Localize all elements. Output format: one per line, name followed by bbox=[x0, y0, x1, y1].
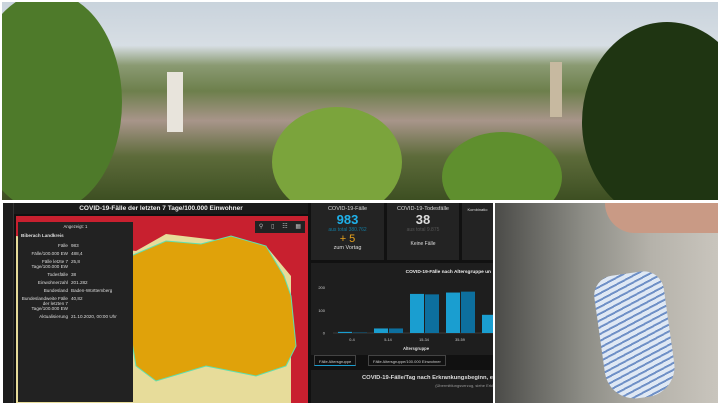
legend-icon[interactable]: ☷ bbox=[282, 224, 288, 230]
deaths-card: COVID-19-Todesfälle 38 aus total 9.875 K… bbox=[387, 203, 459, 260]
combined-card: Kombinatio bbox=[462, 203, 493, 260]
basemap-icon[interactable]: ▦ bbox=[295, 224, 302, 230]
tab-cases-age-per-100k[interactable]: Fälle Altersgruppe/100.000 Einwohner bbox=[368, 355, 446, 366]
region-biberach bbox=[130, 235, 297, 382]
chart-title: COVID-19-Fälle nach Altersgruppe un bbox=[406, 269, 491, 275]
x-tick-label: 0-4 bbox=[349, 338, 355, 342]
daily-cases-panel: COVID-19-Fälle/Tag nach Erkrankungsbegin… bbox=[311, 370, 493, 403]
bar[interactable] bbox=[338, 331, 352, 333]
popup-value: 983 bbox=[71, 243, 79, 248]
covid-dashboard: COVID-19-Fälle der letzten 7 Tage/100.00… bbox=[3, 203, 496, 403]
popup-row: Fälle/100.000 EW 488,4 bbox=[21, 251, 130, 256]
cases-title: COVID-19-Fälle bbox=[327, 206, 368, 212]
popup-key: Fälle/100.000 EW bbox=[31, 251, 68, 256]
popup-value: 40,82 bbox=[71, 296, 83, 301]
mask-photo bbox=[495, 203, 718, 403]
daily-cases-title: COVID-19-Fälle/Tag nach Erkrankungsbegin… bbox=[362, 375, 493, 381]
cases-delta-label: zum Vortag bbox=[333, 245, 362, 251]
map-toolbar: ⚲ ▯ ☷ ▦ bbox=[255, 221, 305, 233]
x-tick-label: 5-14 bbox=[384, 338, 392, 342]
popup-value: 38 bbox=[71, 272, 77, 277]
popup-value: Baden-Württemberg bbox=[71, 288, 113, 293]
popup-key: Fälle bbox=[58, 243, 68, 248]
bar[interactable] bbox=[446, 292, 460, 333]
popup-value: 21.10.2020, 00:00 Uhr bbox=[71, 314, 117, 319]
sidebar[interactable] bbox=[3, 203, 14, 403]
popup-header: Angezeigt: 1 bbox=[63, 224, 88, 229]
popup-value: 201.282 bbox=[71, 280, 88, 285]
cases-value: 983 bbox=[336, 212, 359, 227]
popup-row: Einwohnerzahl 201.282 bbox=[21, 280, 130, 285]
popup-row: Bundesland Baden-Württemberg bbox=[21, 288, 130, 293]
popup-row: Bundeslandweite Fälle der letzten 7 Tage… bbox=[21, 296, 130, 311]
popup-row: Fälle 983 bbox=[21, 243, 130, 248]
bar[interactable] bbox=[389, 328, 403, 333]
search-icon[interactable]: ⚲ bbox=[258, 224, 264, 230]
popup-title: Biberach Landkreis bbox=[21, 233, 64, 238]
popup-row: Aktualisierung 21.10.2020, 00:00 Uhr bbox=[21, 314, 130, 319]
deaths-title: COVID-19-Todesfälle bbox=[397, 206, 449, 212]
deaths-total: aus total 9.875 bbox=[406, 227, 440, 233]
y-tick-label: 0 bbox=[323, 331, 326, 336]
popup-key: Bundeslandweite Fälle der letzten 7 Tage… bbox=[21, 296, 68, 311]
map[interactable]: Angezeigt: 1 Biberach Landkreis Fälle 983… bbox=[16, 216, 308, 403]
y-tick-label: 100 bbox=[318, 308, 325, 313]
popup-row: Fälle letzte 7 Tage/100.000 EW 25,8 bbox=[21, 259, 130, 269]
bar[interactable] bbox=[425, 294, 439, 333]
x-tick-label: 15-34 bbox=[419, 338, 429, 342]
popup-key: Aktualisierung bbox=[39, 314, 68, 319]
deaths-value: 38 bbox=[415, 212, 431, 227]
popup-value: 25,8 bbox=[71, 259, 80, 264]
bar[interactable] bbox=[374, 328, 388, 333]
deaths-note: Keine Fälle bbox=[410, 241, 436, 247]
age-chart-panel: COVID-19-Fälle nach Altersgruppe un 0 100 2… bbox=[311, 263, 496, 355]
popup-row: Todesfälle 38 bbox=[21, 272, 130, 277]
tab-cases-age[interactable]: Fälle Altersgruppe bbox=[314, 355, 357, 366]
bar[interactable] bbox=[482, 314, 496, 333]
popup-key: Fälle letzte 7 Tage/100.000 EW bbox=[31, 259, 68, 269]
popup-key: Todesfälle bbox=[47, 272, 68, 277]
map-title: COVID-19-Fälle der letzten 7 Tage/100.00… bbox=[14, 203, 308, 214]
popup-value: 488,4 bbox=[71, 251, 83, 256]
cases-card: COVID-19-Fälle 983 aus total 380.762 + 5… bbox=[311, 203, 384, 260]
popup-key: Bundesland bbox=[43, 288, 68, 293]
bookmark-icon[interactable]: ▯ bbox=[271, 224, 275, 230]
daily-cases-subtitle: (Übermittlungsverzug, siehe Erkl bbox=[435, 383, 493, 388]
x-tick-label: 35-59 bbox=[455, 338, 465, 342]
popup-key: Einwohnerzahl bbox=[37, 280, 68, 285]
combined-title: Kombinatio bbox=[467, 207, 488, 212]
y-tick-label: 200 bbox=[318, 285, 325, 290]
bar[interactable] bbox=[410, 293, 424, 333]
cases-total: aus total 380.762 bbox=[328, 227, 367, 233]
x-axis-label: Altersgruppe bbox=[403, 346, 430, 351]
town-photo bbox=[2, 2, 718, 200]
bar[interactable] bbox=[461, 291, 475, 333]
feature-popup: Angezeigt: 1 Biberach Landkreis Fälle 983… bbox=[18, 222, 133, 402]
cases-delta: + 5 bbox=[339, 233, 356, 245]
